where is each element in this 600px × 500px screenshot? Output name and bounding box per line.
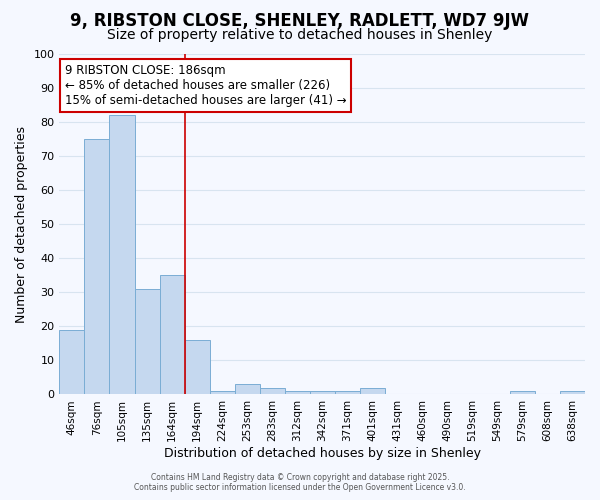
Bar — [335, 391, 360, 394]
Bar — [560, 391, 585, 394]
Bar — [360, 388, 385, 394]
Bar — [160, 276, 185, 394]
Bar — [59, 330, 85, 394]
X-axis label: Distribution of detached houses by size in Shenley: Distribution of detached houses by size … — [164, 447, 481, 460]
Bar — [134, 289, 160, 395]
Bar — [260, 388, 284, 394]
Bar — [85, 139, 109, 394]
Bar — [109, 116, 134, 394]
Bar — [185, 340, 209, 394]
Text: Size of property relative to detached houses in Shenley: Size of property relative to detached ho… — [107, 28, 493, 42]
Text: 9 RIBSTON CLOSE: 186sqm
← 85% of detached houses are smaller (226)
15% of semi-d: 9 RIBSTON CLOSE: 186sqm ← 85% of detache… — [65, 64, 346, 107]
Text: Contains HM Land Registry data © Crown copyright and database right 2025.
Contai: Contains HM Land Registry data © Crown c… — [134, 473, 466, 492]
Bar — [310, 391, 335, 394]
Bar — [284, 391, 310, 394]
Bar — [235, 384, 260, 394]
Bar — [510, 391, 535, 394]
Bar — [209, 391, 235, 394]
Text: 9, RIBSTON CLOSE, SHENLEY, RADLETT, WD7 9JW: 9, RIBSTON CLOSE, SHENLEY, RADLETT, WD7 … — [71, 12, 530, 30]
Y-axis label: Number of detached properties: Number of detached properties — [15, 126, 28, 322]
